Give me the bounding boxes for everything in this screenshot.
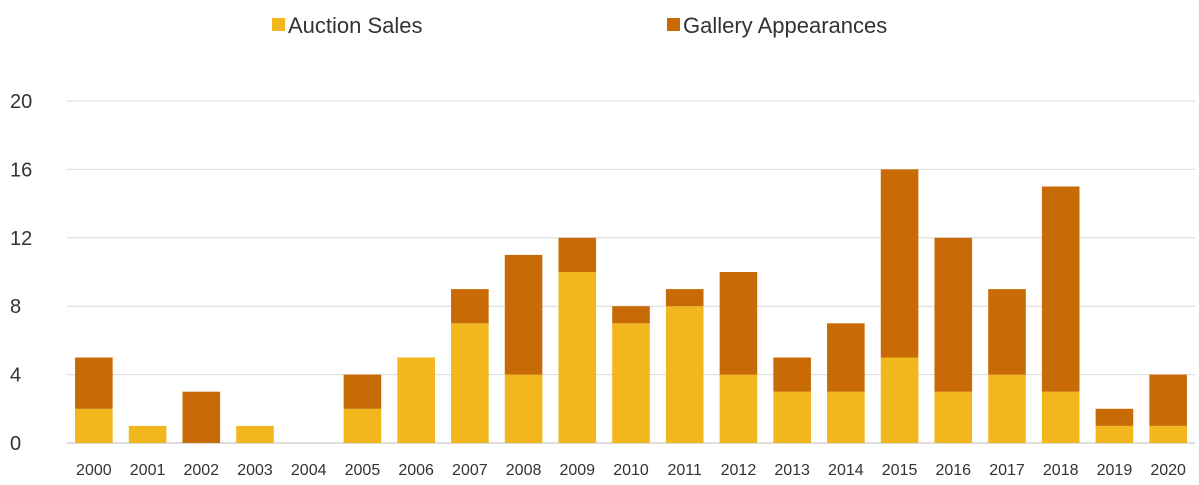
bar-gallery-appearances-2016 [934,237,973,392]
x-tick-label: 2015 [882,462,918,479]
bar-auction-sales-2010 [612,323,650,443]
x-tick-label: 2013 [774,462,810,479]
y-tick-label: 16 [10,159,32,181]
y-tick-label: 20 [10,91,32,113]
bar-gallery-appearances-2000 [75,357,113,409]
bar-gallery-appearances-2014 [827,323,865,392]
x-tick-label: 2001 [130,462,166,479]
y-tick-label: 4 [10,365,21,387]
bar-auction-sales-2020 [1149,425,1187,443]
x-tick-label: 2007 [452,462,488,479]
y-tick-label: 12 [10,228,32,250]
bar-auction-sales-2019 [1095,425,1134,443]
bar-auction-sales-2014 [827,391,865,443]
bar-auction-sales-2001 [128,425,167,443]
x-tick-label: 2004 [291,462,327,479]
x-tick-label: 2006 [398,462,434,479]
bar-auction-sales-2003 [236,425,274,443]
bar-auction-sales-2007 [451,323,489,443]
legend-label-gallery-appearances: Gallery Appearances [683,13,887,38]
y-tick-label: 8 [10,296,21,318]
x-tick-label: 2020 [1150,462,1186,479]
bar-gallery-appearances-2010 [612,306,650,324]
legend-swatch-auction-sales [272,18,285,31]
bar-gallery-appearances-2018 [1041,186,1080,392]
bar-gallery-appearances-2011 [665,289,704,307]
bar-gallery-appearances-2002 [182,391,221,443]
x-tick-label: 2011 [668,462,703,479]
bar-gallery-appearances-2012 [719,272,758,375]
bar-gallery-appearances-2015 [880,169,919,358]
bar-gallery-appearances-2017 [988,289,1026,375]
x-tick-label: 2014 [828,462,864,479]
bar-gallery-appearances-2005 [343,374,382,409]
x-tick-label: 2017 [989,462,1025,479]
x-tick-label: 2003 [237,462,273,479]
bar-auction-sales-2005 [343,408,382,443]
x-tick-label: 2002 [183,462,219,479]
x-tick-label: 2019 [1097,462,1133,479]
bar-auction-sales-2000 [75,408,113,443]
x-axis-category-labels: 2000 2001 2002 2003 2004 2005 2006 2007 2008 2009… [76,462,1186,479]
y-tick-label: 0 [10,433,21,455]
x-tick-label: 2005 [345,462,381,479]
bar-gallery-appearances-2019 [1095,408,1134,426]
x-tick-label: 2008 [506,462,542,479]
legend: Auction Sales Gallery Appearances [272,13,887,38]
bar-auction-sales-2015 [880,357,919,443]
bar-auction-sales-2011 [665,306,704,443]
x-tick-label: 2010 [613,462,649,479]
bar-auction-sales-2008 [504,374,543,443]
legend-swatch-gallery-appearances [667,18,680,31]
y-axis-tick-labels: 0 4 8 12 16 20 [10,91,32,455]
bar-gallery-appearances-2007 [451,289,489,324]
bar-gallery-appearances-2013 [773,357,811,392]
bar-gallery-appearances-2020 [1149,374,1187,426]
bars [75,169,1187,443]
x-tick-label: 2000 [76,462,112,479]
bar-auction-sales-2013 [773,391,811,443]
x-tick-label: 2009 [559,462,595,479]
bar-auction-sales-2012 [719,374,758,443]
x-tick-label: 2018 [1043,462,1079,479]
bar-auction-sales-2006 [397,357,435,443]
bar-auction-sales-2018 [1041,391,1080,443]
bar-auction-sales-2017 [988,374,1026,443]
x-tick-label: 2012 [721,462,757,479]
bar-auction-sales-2009 [558,272,597,443]
bar-gallery-appearances-2009 [558,237,597,272]
x-tick-label: 2016 [935,462,971,479]
bar-gallery-appearances-2008 [504,254,543,375]
legend-label-auction-sales: Auction Sales [288,13,423,38]
bar-auction-sales-2016 [934,391,973,443]
